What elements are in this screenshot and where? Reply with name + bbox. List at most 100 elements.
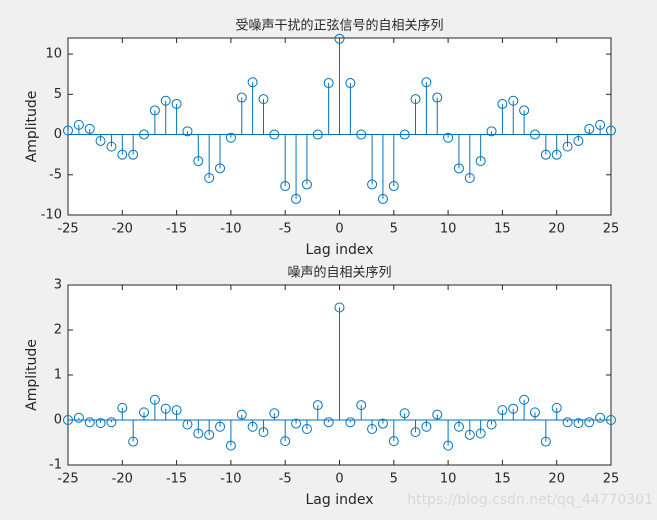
stem-marker [486,126,497,137]
stem-marker [606,125,616,136]
stem-marker [584,417,595,428]
stem-marker [399,408,410,419]
stem-marker [128,436,139,447]
stem-marker [95,418,106,429]
stem-marker [595,412,606,423]
stem-marker [269,408,280,419]
stem-marker [215,163,226,174]
stem-marker [95,135,106,146]
stem-marker [312,129,323,140]
stem-marker [182,126,193,137]
stem-marker [562,141,573,152]
watermark: https://blog.csdn.net/qq_44770301 [407,492,653,508]
stem-marker [388,181,399,192]
stem-marker [421,77,432,88]
stem-marker [606,415,616,425]
y-tick-label: 0 [54,127,62,142]
x-tick-label: -20 [112,472,133,487]
stem-marker [73,119,84,130]
stem-marker [323,417,334,428]
stem-marker [291,193,302,204]
x-tick-label: 25 [603,472,620,487]
stem-marker [258,427,269,438]
x-tick-label: 5 [390,222,398,237]
stem-marker [160,403,171,414]
x-axis-label: Lag index [305,492,373,508]
stem-marker [73,412,84,423]
x-tick-label: -10 [220,472,241,487]
stem-marker [117,402,128,413]
stem-marker [269,129,280,140]
stem-marker [139,129,150,140]
stem-marker [247,77,258,88]
x-tick-label: -5 [279,222,292,237]
stem-marker [529,407,540,418]
stem-marker [475,156,486,167]
stem-marker [117,149,128,160]
stem-marker [171,98,182,109]
x-tick-label: 0 [335,472,343,487]
x-tick-label: 10 [440,472,457,487]
x-tick-label: -5 [279,472,292,487]
stem-marker [193,428,204,439]
stem-marker [367,179,378,190]
stem-marker [301,424,312,434]
y-tick-label: 0 [54,413,62,428]
x-tick-label: 5 [390,472,398,487]
stem-marker [182,419,193,430]
y-tick-label: 1 [54,368,62,383]
stem-marker [388,436,399,447]
stem-marker [323,78,334,89]
stem-marker [106,141,117,152]
y-tick-label: 2 [54,323,62,338]
stem-marker [562,417,573,428]
stem-marker [497,405,508,416]
stem-marker [421,421,432,432]
stem-marker [193,156,204,167]
y-axis-label: Amplitude [24,339,40,411]
stem-marker [367,424,378,434]
y-tick-label: 5 [54,87,62,102]
x-tick-label: -25 [57,222,78,237]
stem-marker [573,135,584,146]
stem-marker [334,302,345,313]
y-tick-label: 10 [45,47,62,62]
stem-marker [595,119,606,130]
stem-marker [334,33,345,44]
stem-marker [225,132,236,143]
stem-marker [236,409,247,420]
stem-marker [280,436,291,447]
stem-marker [215,421,226,432]
x-tick-label: -25 [57,472,78,487]
stem-marker [551,402,562,413]
x-tick-label: 0 [335,222,343,237]
stem-marker [291,418,302,429]
stem-marker [236,92,247,103]
stem-marker [377,193,388,204]
stem-marker [356,400,367,411]
x-tick-label: 25 [603,222,620,237]
stem-marker [475,428,486,439]
y-tick-label: 3 [54,278,62,293]
stem-marker [551,149,562,160]
y-tick-label: -1 [49,458,62,473]
x-tick-label: 20 [548,222,565,237]
stem-marker [432,92,443,103]
stem-marker [204,172,215,183]
stem-marker [258,94,269,105]
stem-marker [247,421,258,432]
stem-marker [432,409,443,420]
chart-title: 受噪声干扰的正弦信号的自相关序列 [235,18,443,34]
x-tick-label: -20 [112,222,133,237]
stem-marker [519,394,530,405]
stem-marker [508,95,519,106]
stem-marker [410,94,421,105]
x-tick-label: -10 [220,222,241,237]
stem-marker [410,427,421,438]
stem-marker [204,429,215,440]
y-axis-label: Amplitude [24,91,40,163]
x-tick-label: -15 [166,222,187,237]
stem-marker [345,417,356,428]
chart-title: 噪声的自相关序列 [287,265,391,281]
